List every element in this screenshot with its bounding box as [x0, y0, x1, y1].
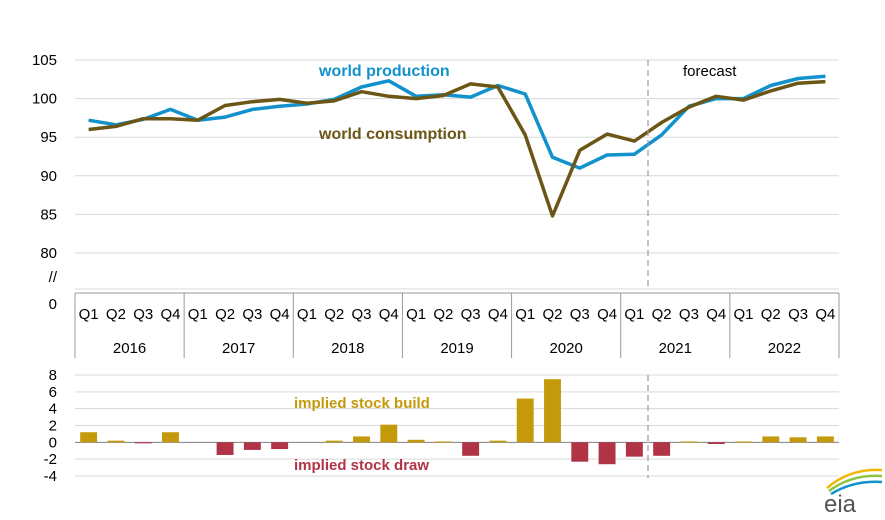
stock-build-bar [516, 398, 534, 443]
quarter-tick-label: Q2 [542, 306, 562, 323]
stock-build-bar [816, 436, 834, 443]
quarter-tick-label: Q1 [79, 306, 99, 323]
quarter-tick-label: Q1 [733, 306, 753, 323]
logo-arc-blue [830, 480, 883, 496]
stock-draw-bar [134, 442, 152, 444]
year-tick-label: 2018 [331, 340, 364, 357]
bottom-chart-bars [80, 379, 834, 465]
stock-draw-bar [625, 442, 643, 457]
stock-build-bar [325, 440, 343, 443]
bottom-chart-gridlines [75, 374, 839, 477]
quarter-tick-label: Q1 [297, 306, 317, 323]
stock-build-bar [407, 439, 425, 443]
bottom-y-tick-label: 0 [49, 434, 57, 451]
stock-build-bar [544, 379, 561, 443]
bottom-y-tick-label: 4 [49, 401, 57, 418]
year-tick-label: 2016 [113, 340, 146, 357]
bottom-y-tick-label: 2 [49, 418, 57, 435]
year-tick-label: 2020 [549, 340, 582, 357]
stock-build-bar [762, 436, 780, 443]
quarter-tick-label: Q3 [351, 306, 371, 323]
forecast-label: forecast [683, 63, 737, 80]
quarter-tick-label: Q1 [515, 306, 535, 323]
quarter-tick-label: Q4 [379, 306, 399, 323]
quarter-tick-label: Q3 [570, 306, 590, 323]
bottom-y-tick-label: 8 [49, 367, 57, 384]
top-chart-x-axis: Q1 Q2 Q3 Q4 Q1 Q2 Q3 Q4 Q1 Q2 Q3 Q4 Q1 Q2 Q3 Q4 Q1 Q2 Q3 Q4… [74, 292, 840, 358]
top-y-tick-label: 90 [40, 168, 57, 185]
quarter-tick-label: Q3 [788, 306, 808, 323]
world-production-label: world production [318, 63, 450, 80]
quarter-tick-label: Q4 [488, 306, 508, 323]
stock-build-bar [489, 440, 507, 443]
quarter-tick-label: Q2 [652, 306, 672, 323]
stock-draw-bar [271, 442, 289, 450]
logo-arc-yellow [826, 468, 883, 489]
eia-logo: eia [824, 468, 883, 518]
quarter-tick-label: Q2 [106, 306, 126, 323]
top-chart-series [88, 74, 826, 218]
stock-build-bar [107, 440, 125, 443]
quarter-tick-label: Q2 [215, 306, 235, 323]
top-chart-gridlines [75, 59, 839, 290]
quarter-tick-label: Q1 [406, 306, 426, 323]
stock-draw-bar [653, 442, 671, 456]
stock-build-bar [80, 432, 98, 443]
implied-stock-build-label: implied stock build [294, 395, 430, 412]
quarter-tick-label: Q3 [242, 306, 262, 323]
top-y-tick-label: 105 [32, 52, 57, 69]
quarter-tick-label: Q1 [624, 306, 644, 323]
bottom-y-tick-label: -4 [44, 468, 57, 485]
stock-draw-bar [462, 442, 480, 456]
quarter-tick-label: Q3 [133, 306, 153, 323]
quarter-tick-label: Q3 [679, 306, 699, 323]
quarter-tick-label: Q4 [706, 306, 726, 323]
quarter-tick-label: Q4 [270, 306, 290, 323]
quarter-tick-label: Q4 [160, 306, 180, 323]
logo-arc-green [828, 474, 883, 493]
bottom-y-tick-label: 6 [49, 384, 57, 401]
year-tick-label: 2017 [222, 340, 255, 357]
quarter-tick-label: Q2 [324, 306, 344, 323]
quarter-tick-label: Q2 [761, 306, 781, 323]
top-y-tick-label: 0 [49, 296, 57, 313]
stock-build-bar [735, 441, 752, 443]
world-consumption-label: world consumption [318, 126, 467, 143]
stock-build-bar [434, 441, 452, 443]
top-y-tick-label: 85 [40, 206, 57, 223]
stock-build-bar [680, 441, 698, 443]
stock-build-bar [162, 432, 179, 443]
stock-build-bar [789, 437, 807, 443]
eia-logo-text: eia [824, 491, 857, 518]
year-tick-label: 2019 [440, 340, 473, 357]
stock-draw-bar [216, 442, 234, 455]
stock-draw-bar [571, 442, 589, 462]
stock-build-bar [353, 436, 370, 443]
year-tick-label: 2022 [768, 340, 801, 357]
stock-draw-bar [243, 442, 261, 450]
implied-stock-draw-label: implied stock draw [294, 457, 429, 474]
quarter-tick-label: Q1 [188, 306, 208, 323]
quarter-tick-label: Q4 [597, 306, 617, 323]
stock-draw-bar [707, 442, 725, 445]
quarter-tick-label: Q4 [815, 306, 835, 323]
world-consumption-line [88, 79, 826, 218]
stock-build-bar [380, 424, 398, 443]
quarter-tick-label: Q3 [461, 306, 481, 323]
stock-draw-bar [598, 442, 616, 465]
bottom-y-tick-label: -2 [44, 451, 57, 468]
top-y-tick-label: 95 [40, 129, 57, 146]
quarter-tick-label: Q2 [433, 306, 453, 323]
top-y-tick-label: 80 [40, 245, 57, 262]
year-tick-label: 2021 [659, 340, 692, 357]
top-y-tick-label: 100 [32, 91, 57, 108]
top-y-tick-label: // [49, 269, 58, 286]
top-chart-y-axis: 105 100 95 90 85 80 // 0 [32, 52, 58, 313]
